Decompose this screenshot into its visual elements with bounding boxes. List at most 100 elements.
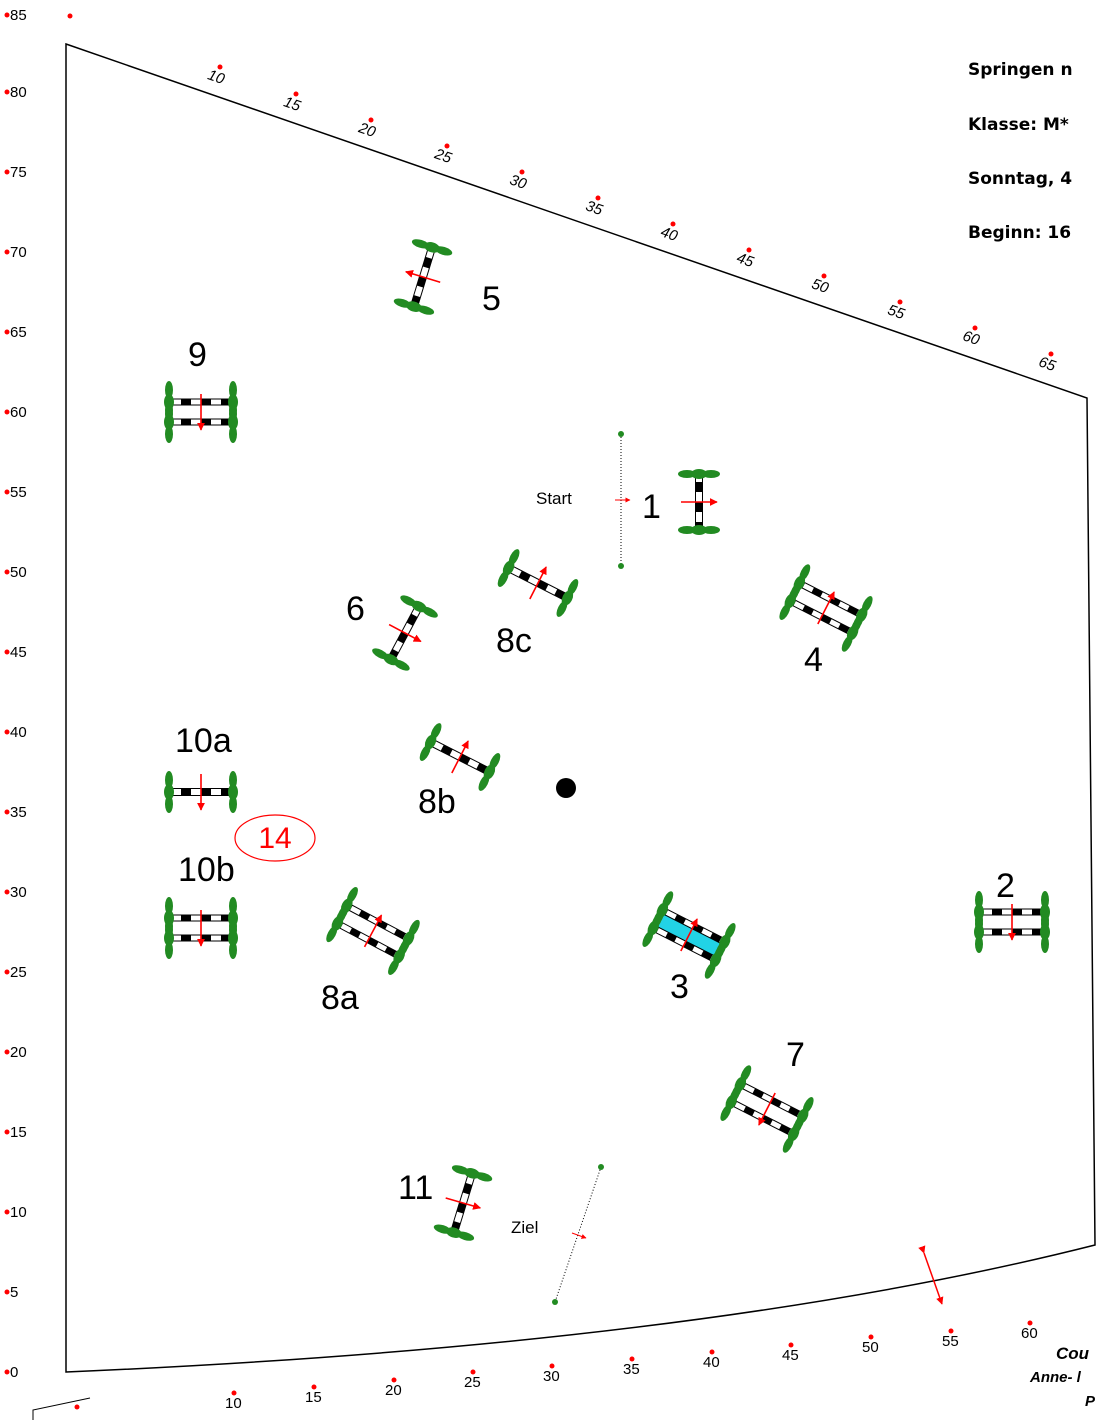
corner-dot: [67, 13, 73, 19]
left-scale-label: 0: [10, 1364, 18, 1381]
obstacle-1: [678, 469, 720, 535]
bottom-scale-label: 55: [942, 1333, 959, 1350]
credit-line-3: P: [1085, 1393, 1096, 1410]
left-scale-label: 30: [10, 884, 27, 901]
finish-label: Ziel: [511, 1218, 538, 1237]
direction-arrow-icon: [529, 566, 547, 600]
obstacle-label-1: 1: [642, 488, 661, 526]
obstacle-5: [393, 239, 453, 315]
left-scale-dot: [4, 729, 10, 735]
obstacle-label-9: 9: [188, 336, 207, 374]
note-number: 14: [258, 822, 291, 855]
top-scale-label: 45: [734, 249, 756, 271]
legend-dot: [74, 1404, 80, 1410]
start-line: [615, 431, 631, 569]
left-scale-label: 70: [10, 244, 27, 261]
bottom-scale-dot: [868, 1334, 874, 1340]
header-line-1: Springen n: [968, 60, 1073, 80]
bottom-scale-dot: [549, 1363, 555, 1369]
obstacle-2: [974, 891, 1050, 953]
top-scale-dot: [746, 247, 752, 253]
top-scale-dot: [444, 143, 450, 149]
direction-arrow-icon: [405, 270, 441, 284]
left-scale-label: 20: [10, 1044, 27, 1061]
left-scale-dot: [4, 569, 10, 575]
bottom-scale-label: 35: [623, 1361, 640, 1378]
note-ellipse: [234, 814, 316, 862]
top-scale-dot: [897, 299, 903, 305]
obstacle-7: [720, 1065, 814, 1153]
bottom-scale-dot: [231, 1390, 237, 1396]
top-scale-dot: [595, 195, 601, 201]
obstacle-10a: [164, 771, 238, 813]
left-scale-label: 35: [10, 804, 27, 821]
left-scale-label: 15: [10, 1124, 27, 1141]
left-scale-label: 25: [10, 964, 27, 981]
obstacle-label-7: 7: [786, 1036, 805, 1074]
bottom-scale-label: 60: [1021, 1325, 1038, 1342]
left-scale-label: 60: [10, 404, 27, 421]
top-scale-label: 25: [431, 145, 454, 167]
direction-arrow-icon: [445, 1197, 482, 1210]
bottom-scale-label: 45: [782, 1347, 799, 1364]
direction-arrow-icon: [758, 1092, 776, 1126]
bottom-scale-label: 25: [464, 1374, 481, 1391]
left-scale-dot: [4, 249, 10, 255]
top-scale-dot: [519, 169, 525, 175]
left-scale-label: 80: [10, 84, 27, 101]
header-line-3: Sonntag, 4: [968, 169, 1073, 189]
obstacle-label-2: 2: [996, 867, 1015, 905]
obstacle-label-6: 6: [346, 590, 365, 628]
left-scale-label: 75: [10, 164, 27, 181]
left-scale-label: 10: [10, 1204, 27, 1221]
bottom-scale-dot: [1027, 1320, 1033, 1326]
left-scale-label: 40: [10, 724, 27, 741]
left-scale-dot: [4, 1209, 10, 1215]
bottom-scale-label: 40: [703, 1354, 720, 1371]
obstacle-label-8a: 8a: [321, 979, 359, 1017]
obstacle-label-8c: 8c: [496, 622, 532, 660]
top-scale-dot: [1048, 351, 1054, 357]
direction-arrow-icon: [680, 918, 698, 952]
left-scale-dot: [4, 969, 10, 975]
bottom-scale-label: 20: [385, 1382, 402, 1399]
left-scale-label: 45: [10, 644, 27, 661]
left-scale-dot: [4, 89, 10, 95]
finish-line: [552, 1164, 604, 1305]
legend-box-fragment: [32, 1397, 91, 1420]
bottom-scale-label: 50: [862, 1339, 879, 1356]
start-label: Start: [536, 489, 572, 508]
left-scale-dot: [4, 169, 10, 175]
bottom-scale-dot: [948, 1328, 954, 1334]
bottom-scale-label: 30: [543, 1368, 560, 1385]
left-scale-dot: [4, 329, 10, 335]
bottom-scale-dot: [629, 1356, 635, 1362]
top-scale-dot: [217, 64, 223, 70]
center-point: [556, 778, 576, 798]
obstacle-8a: [326, 886, 420, 976]
obstacle-11: [433, 1165, 493, 1241]
arena-outline: [65, 42, 1096, 1373]
top-scale-dot: [293, 91, 299, 97]
credit-line-1: Cou: [1056, 1344, 1090, 1363]
top-scale-label: 35: [583, 197, 605, 219]
top-scale-label: 15: [281, 93, 303, 115]
left-scale-dot: [4, 489, 10, 495]
bottom-scale-dot: [391, 1377, 397, 1383]
left-scale-dot: [4, 1049, 10, 1055]
direction-arrow-icon: [363, 914, 383, 948]
header-line-4: Beginn: 16: [968, 223, 1072, 243]
bottom-scale-label: 10: [225, 1395, 242, 1412]
obstacle-label-5: 5: [482, 280, 501, 318]
obstacle-label-4: 4: [804, 641, 823, 679]
obstacle-label-3: 3: [670, 968, 689, 1006]
left-scale-dot: [4, 1369, 10, 1375]
bottom-scale-dot: [709, 1349, 715, 1355]
top-scale-label: 20: [355, 119, 378, 141]
obstacle-label-11: 11: [398, 1169, 433, 1207]
left-scale-label: 50: [10, 564, 27, 581]
left-scale-dot: [4, 409, 10, 415]
left-scale-label: 5: [10, 1284, 18, 1301]
bottom-scale-label: 15: [305, 1389, 322, 1406]
